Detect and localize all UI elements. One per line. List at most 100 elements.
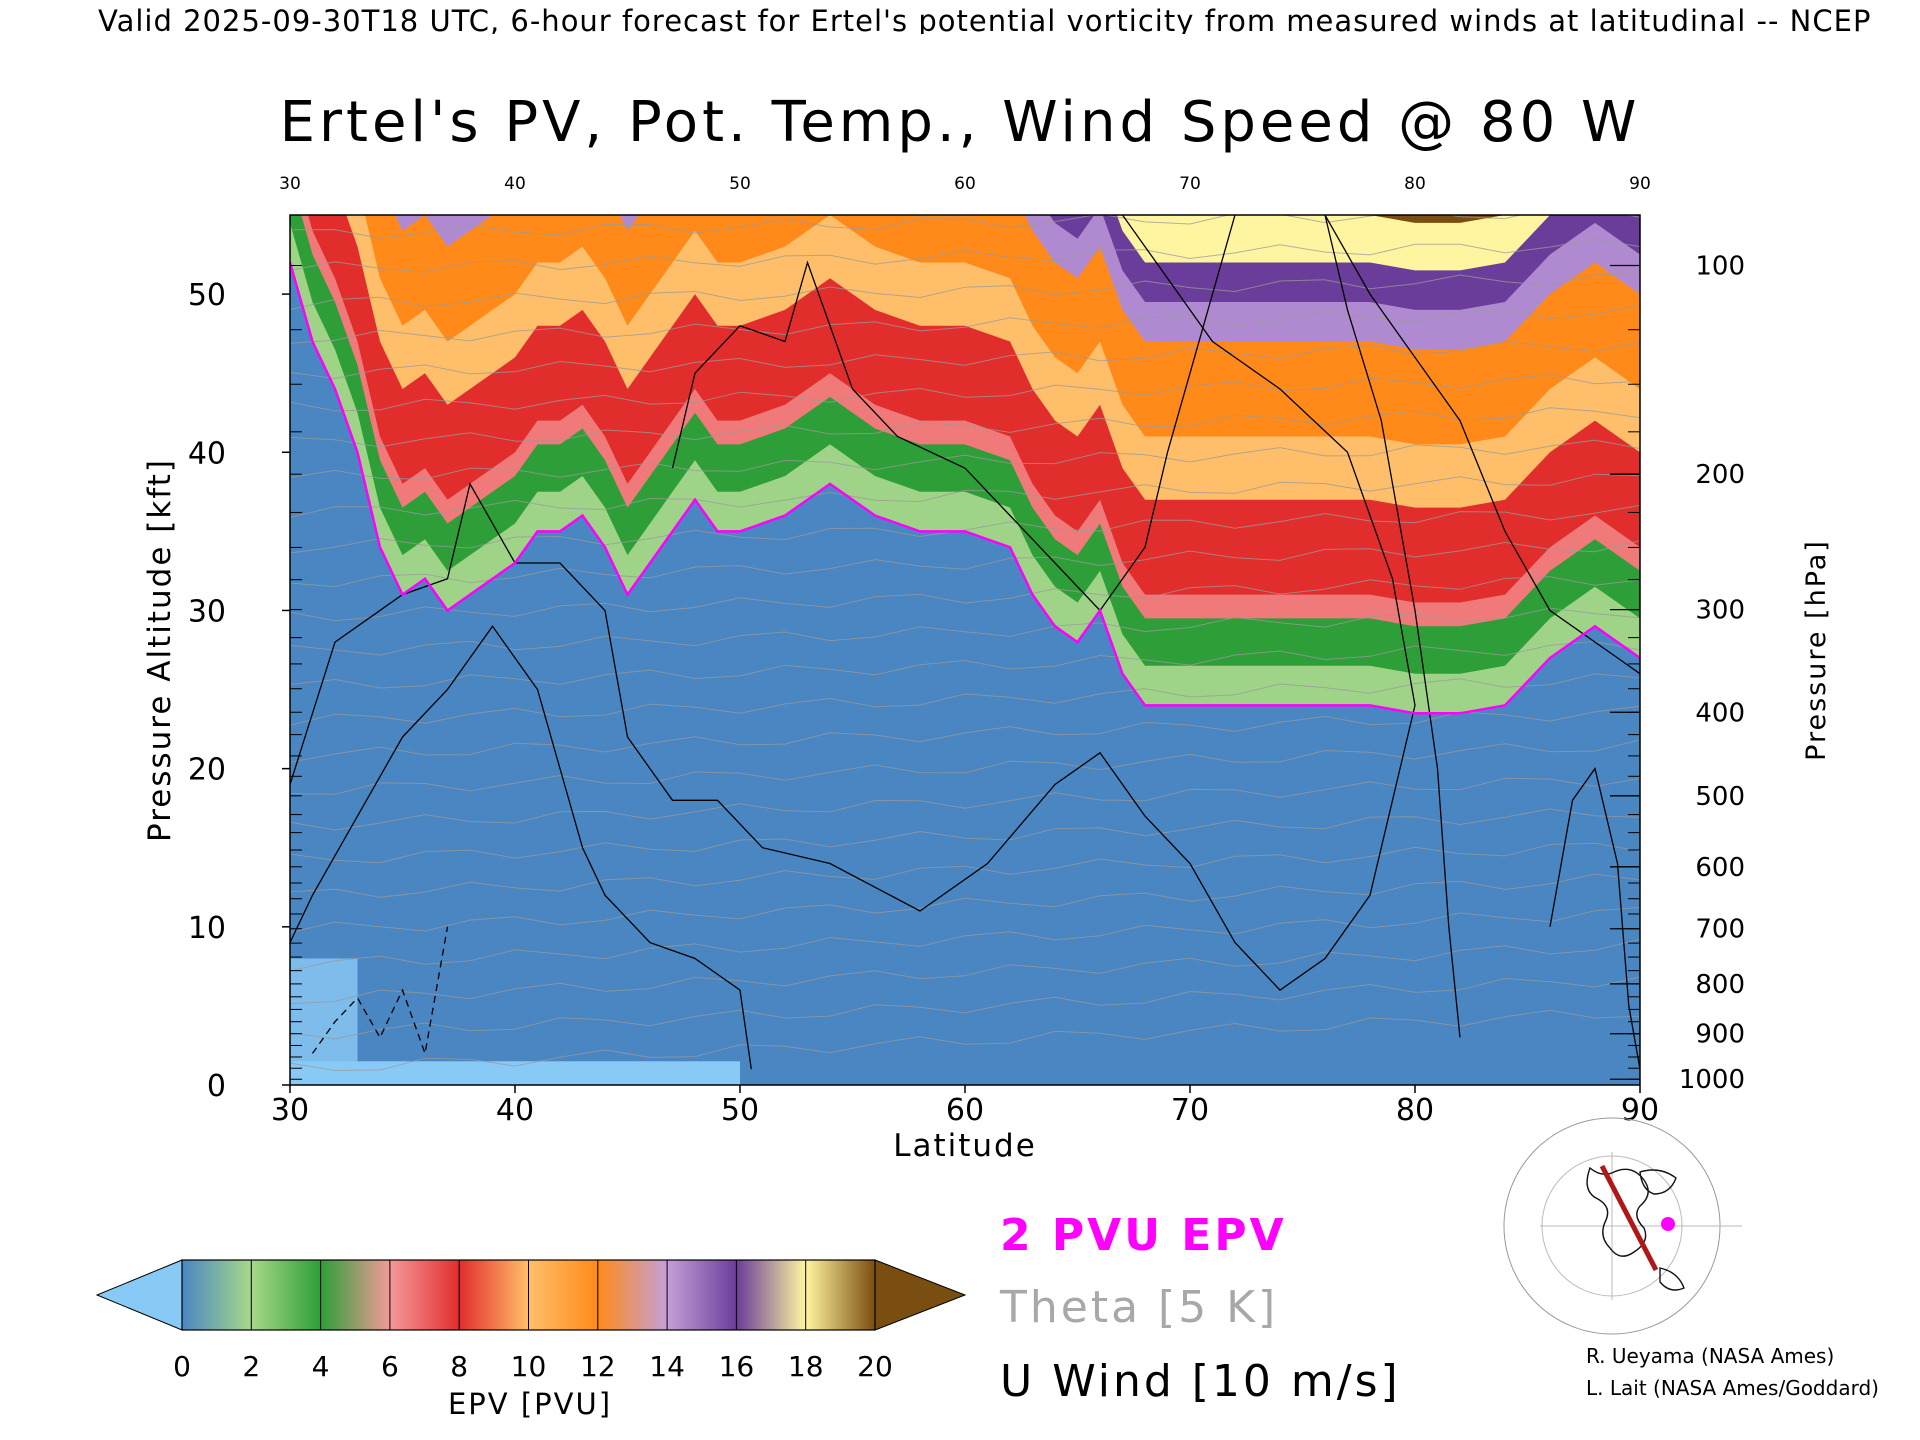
- colorbar-label: EPV [PVU]: [448, 1387, 612, 1421]
- colorbar-tick-label-18: 18: [788, 1350, 824, 1383]
- theta-contour-2: [290, 938, 1640, 1005]
- pressure-tick-label-800: 800: [1695, 970, 1745, 1000]
- theta-contour-5: [290, 842, 1640, 898]
- theta-contour-13: [290, 576, 1640, 622]
- y-tick-label-0: 0: [207, 1069, 226, 1104]
- colorbar-segment-8: [459, 1260, 529, 1330]
- y-tick-label-50: 50: [188, 278, 226, 313]
- pressure-tick-label-500: 500: [1695, 782, 1745, 812]
- x-top-tick-label-70: 70: [1179, 174, 1201, 194]
- y-tick-label-10: 10: [188, 911, 226, 946]
- y-axis-label: Pressure Altitude [kft]: [142, 458, 178, 842]
- theta-contour-9: [290, 705, 1640, 763]
- colorbar-segment-2: [251, 1260, 321, 1330]
- x-top-tick-label-80: 80: [1404, 174, 1426, 194]
- theta-contour-3: [290, 907, 1640, 972]
- inset-coastline: [1586, 1166, 1685, 1291]
- legend-2pvu-epv: 2 PVU EPV: [1000, 1210, 1287, 1261]
- theta-contour-18: [290, 407, 1640, 448]
- pressure-tick-label-900: 900: [1695, 1020, 1745, 1050]
- theta-contour-21: [290, 304, 1640, 344]
- x-tick-label-80: 80: [1396, 1093, 1434, 1128]
- colorbar-segment-0: [182, 1260, 252, 1330]
- theta-contour-15: [290, 504, 1640, 554]
- theta-contour-11: [290, 640, 1640, 689]
- wind-contour-0: [290, 625, 752, 1070]
- wind-contour-3: [1324, 215, 1640, 675]
- theta-contour-17: [290, 439, 1640, 480]
- colorbar-tick-label-14: 14: [649, 1350, 685, 1383]
- epv-band-10: [1145, 215, 1505, 223]
- colorbar-segment-16: [736, 1260, 806, 1330]
- colorbar-segment-18: [805, 1260, 875, 1330]
- theta-contour-4: [290, 873, 1640, 933]
- y-tick-label-40: 40: [188, 436, 226, 471]
- x-tick-label-90: 90: [1621, 1093, 1659, 1128]
- x-top-tick-label-50: 50: [729, 174, 751, 194]
- colorbar-tick-label-16: 16: [719, 1350, 755, 1383]
- theta-contour-1: [290, 976, 1640, 1040]
- theta-contours: [290, 215, 1640, 1072]
- legend-u-wind: U Wind [10 m/s]: [1000, 1356, 1401, 1407]
- colorbar-segment-14: [667, 1260, 737, 1330]
- pressure-tick-label-200: 200: [1695, 460, 1745, 490]
- inset-map: [1503, 1117, 1742, 1335]
- colorbar-segment-10: [528, 1260, 598, 1330]
- x-axis-top: 30 40 50 60 70 80 90: [279, 174, 1651, 194]
- credit-author-2: L. Lait (NASA Ames/Goddard): [1586, 1376, 1879, 1400]
- pressure-tick-label-300: 300: [1695, 596, 1745, 626]
- wind-contour-5: [1549, 767, 1640, 1070]
- epv-low-pocket: [290, 1061, 740, 1085]
- x-top-tick-label-40: 40: [504, 174, 526, 194]
- colorbar-tick-label-10: 10: [511, 1350, 547, 1383]
- pressure-tick-label-600: 600: [1695, 853, 1745, 883]
- colorbar-tick-label-2: 2: [242, 1350, 260, 1383]
- legend-theta: Theta [5 K]: [1000, 1282, 1279, 1333]
- colorbar-over-arrow: [874, 1259, 967, 1331]
- pressure-tick-label-1000: 1000: [1679, 1065, 1745, 1095]
- theta-contour-22: [290, 273, 1640, 311]
- x-tick-label-40: 40: [496, 1093, 534, 1128]
- y-axis-right: 100 200 300 400 500 600 700 800 900 1000: [1679, 252, 1745, 1096]
- x-tick-label-60: 60: [946, 1093, 984, 1128]
- x-top-tick-label-60: 60: [954, 174, 976, 194]
- colorbar-tick-label-8: 8: [450, 1350, 468, 1383]
- pressure-tick-label-400: 400: [1695, 698, 1745, 728]
- colorbar-segment-12: [597, 1260, 668, 1330]
- colorbar-tick-label-12: 12: [580, 1350, 616, 1383]
- theta-contour-19: [290, 374, 1640, 412]
- pressure-tick-label-100: 100: [1695, 252, 1745, 282]
- theta-contour-7: [290, 777, 1640, 831]
- x-tick-label-50: 50: [721, 1093, 759, 1128]
- plot-area: [289, 214, 1641, 1086]
- colorbar-segment-4: [320, 1260, 390, 1330]
- colorbar-segment-6: [389, 1260, 460, 1330]
- colorbar-tick-label-6: 6: [381, 1350, 399, 1383]
- y-tick-label-20: 20: [188, 753, 226, 788]
- pressure-tick-label-700: 700: [1695, 915, 1745, 945]
- x-tick-label-70: 70: [1171, 1093, 1209, 1128]
- y-axis-left: 0 10 20 30 40 50: [188, 278, 290, 1104]
- wind-contour-4: [1324, 215, 1461, 1038]
- theta-contour-8: [290, 739, 1640, 795]
- epv-band-9: [1116, 215, 1640, 271]
- inset-cross-section-line: [1599, 1164, 1659, 1272]
- colorbar-under-arrow: [95, 1259, 183, 1331]
- colorbar-tick-label-4: 4: [312, 1350, 330, 1383]
- theta-contour-6: [290, 808, 1640, 864]
- theta-contour-16: [290, 473, 1640, 519]
- pressure-tick-marks: [290, 264, 1640, 1080]
- y2-axis-label: Pressure [hPa]: [1801, 539, 1832, 761]
- pv2-contour-line: [290, 262, 1640, 715]
- x-axis-bottom: 30 40 50 60 70 80 90: [271, 1085, 1659, 1128]
- chart-title: Ertel's PV, Pot. Temp., Wind Speed @ 80 …: [279, 90, 1641, 155]
- x-top-tick-label-90: 90: [1629, 174, 1651, 194]
- epv-colorbar: 0 2 4 6 8 10 12 14 16 18 20: [95, 1259, 967, 1383]
- theta-contour-23: [290, 238, 1640, 273]
- inset-location-marker: [1661, 1217, 1675, 1231]
- epv-field: [290, 215, 1640, 1085]
- x-tick-label-30: 30: [271, 1093, 309, 1128]
- colorbar-tick-label-0: 0: [173, 1350, 191, 1383]
- theta-contour-24: [290, 215, 1640, 239]
